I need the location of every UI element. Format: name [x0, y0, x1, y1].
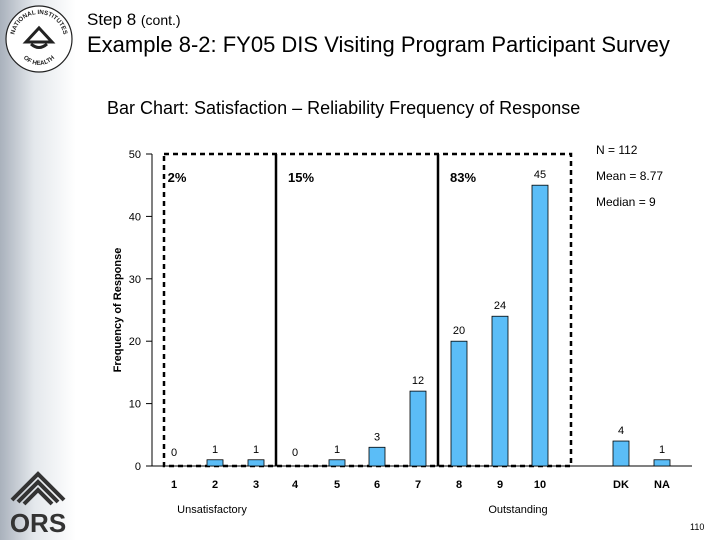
percent-label-mid: 15%	[288, 170, 314, 185]
value-label-5: 1	[334, 444, 340, 456]
x-tick-label-6: 6	[374, 479, 380, 491]
percent-label-low: 2%	[168, 170, 187, 185]
stat-median: Median = 9	[596, 195, 656, 209]
bar-9	[491, 315, 509, 467]
page-title: Example 8-2: FY05 DIS Visiting Program P…	[87, 32, 670, 57]
x-tick-label-4: 4	[292, 479, 299, 491]
chart-subtitle: Bar Chart: Satisfaction – Reliability Fr…	[107, 98, 581, 118]
value-label-4: 0	[292, 447, 298, 459]
step-label: Step 8 (cont.)	[87, 10, 181, 30]
sidebar	[0, 0, 76, 540]
x-tick-labels: 1 2 3 4 5 6 7 8 9 10 DK NA	[171, 479, 670, 491]
value-label-2: 1	[212, 444, 218, 456]
bars	[206, 184, 671, 467]
step-small: (cont.)	[140, 12, 181, 28]
step-main: Step 8	[87, 10, 137, 29]
y-tick-label: 50	[129, 149, 141, 161]
scale-dashed-box	[162, 152, 573, 468]
y-tick-label: 40	[129, 211, 141, 223]
stat-n: N = 112	[596, 143, 638, 157]
x-tick-label-10: 10	[534, 479, 546, 491]
scale-label-low: Unsatisfactory	[177, 504, 247, 516]
x-tick-label-2: 2	[212, 479, 218, 491]
value-label-DK: 4	[618, 425, 624, 437]
ors-logo: ORS	[10, 471, 66, 536]
x-tick-label-1: 1	[171, 479, 177, 491]
bar-5	[328, 459, 346, 467]
percent-label-high: 83%	[450, 170, 476, 185]
x-tick-label-8: 8	[456, 479, 462, 491]
bar-NA	[653, 459, 671, 467]
x-tick-label-7: 7	[415, 479, 421, 491]
value-label-3: 1	[253, 444, 259, 456]
page-number: 110	[690, 522, 705, 532]
x-tick-label-9: 9	[497, 479, 503, 491]
value-label-7: 12	[412, 375, 424, 387]
bar-7	[409, 390, 427, 467]
x-tick-label-NA: NA	[654, 479, 670, 491]
y-axis-title: Frequency of Response	[112, 248, 124, 373]
value-label-NA: 1	[659, 444, 665, 456]
bar-3	[247, 459, 265, 467]
ors-logo-text: ORS	[10, 508, 66, 536]
y-tick-label: 0	[135, 461, 141, 473]
value-labels: 0 1 1 0 1 3 12 20 24 45 4 1	[171, 169, 665, 459]
x-tick-label-5: 5	[334, 479, 340, 491]
value-label-8: 20	[453, 325, 465, 337]
stat-mean: Mean = 8.77	[596, 169, 663, 183]
bar-6	[368, 446, 386, 467]
bar-10	[531, 184, 549, 467]
x-tick-label-3: 3	[253, 479, 259, 491]
scale-label-high: Outstanding	[488, 504, 547, 516]
y-tick-label: 10	[129, 399, 141, 411]
value-label-9: 24	[494, 300, 506, 312]
bar-8	[450, 340, 468, 467]
bar-2	[206, 459, 224, 467]
bar-DK	[612, 440, 630, 467]
value-label-6: 3	[374, 431, 380, 443]
value-label-10: 45	[534, 169, 546, 181]
nih-logo: NATIONAL INSTITUTES OF HEALTH	[5, 5, 73, 73]
x-tick-label-DK: DK	[613, 479, 629, 491]
y-ticks: 0 10 20 30 40 50	[129, 149, 152, 473]
y-tick-label: 20	[129, 336, 141, 348]
y-tick-label: 30	[129, 274, 141, 286]
value-label-1: 0	[171, 447, 177, 459]
